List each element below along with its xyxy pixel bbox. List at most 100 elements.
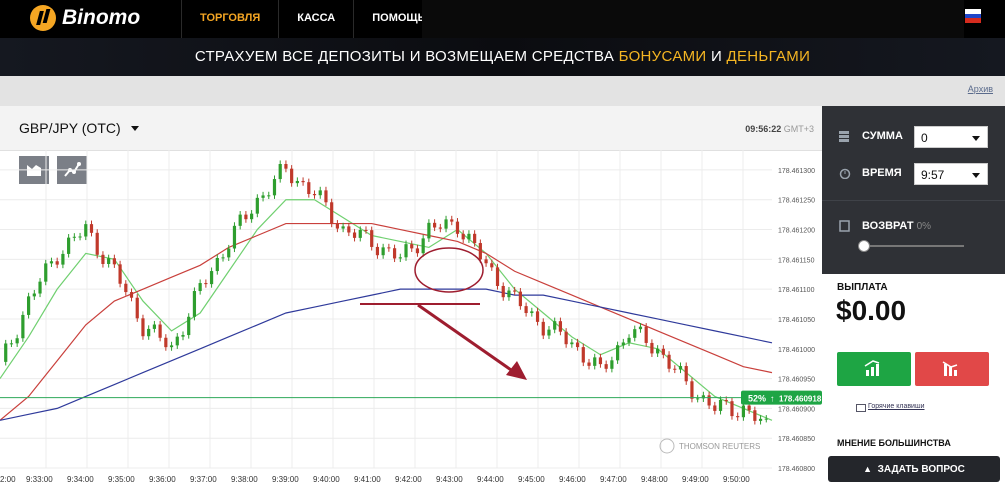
candle-body: [129, 292, 134, 298]
archive-link[interactable]: Архив: [967, 84, 993, 94]
y-tick-label: 178.460850: [778, 436, 815, 443]
candle-body: [209, 271, 214, 285]
time-label: ВРЕМЯ: [862, 167, 902, 179]
chevron-down-icon[interactable]: [131, 126, 139, 131]
chart-area: GBP/JPY (OTC) 09:56:22 GMT+3 178.461300 1…: [0, 106, 822, 494]
candle-body: [67, 237, 71, 254]
candle-body: [78, 236, 82, 238]
area-chart-icon: [27, 165, 41, 176]
chevron-up-icon: ▲: [863, 464, 873, 474]
ask-question-button[interactable]: ▲ ЗАДАТЬ ВОПРОС: [828, 456, 1000, 482]
language-flag-icon[interactable]: [965, 9, 981, 23]
price-chart[interactable]: 178.461300 178.461250 178.461200 178.461150…: [0, 150, 822, 494]
candle-body: [547, 329, 551, 336]
candle-body: [638, 326, 643, 330]
x-tick-label: 9:37:00: [190, 475, 217, 484]
x-tick-label: 9:38:00: [231, 475, 258, 484]
candle-body: [673, 368, 677, 370]
candle-body: [736, 416, 740, 418]
candle-body: [490, 263, 494, 268]
candle-body: [250, 213, 254, 220]
time-select[interactable]: 9:57: [914, 163, 988, 185]
candle-body: [4, 343, 8, 362]
candle-body: [375, 246, 380, 256]
candle-body: [684, 366, 688, 382]
annotation-circle: [414, 247, 484, 293]
candle-body: [764, 418, 768, 420]
candle-body: [598, 357, 603, 365]
candle-body: [433, 222, 437, 228]
candle-body: [9, 343, 14, 345]
trend-down-icon: [942, 361, 958, 376]
candle-body: [198, 283, 202, 292]
logo[interactable]: Binomo: [30, 5, 140, 31]
candle-body: [84, 224, 88, 237]
candle-body: [427, 222, 431, 239]
nav-item-cashier[interactable]: КАССА: [278, 0, 353, 38]
candle-body: [26, 296, 31, 315]
nav-item-trading[interactable]: ТОРГОВЛЯ: [181, 0, 278, 38]
trend-up-icon: [864, 360, 880, 376]
x-tick-label: 9:48:00: [641, 475, 668, 484]
candle-body: [701, 395, 705, 399]
logo-icon: [30, 5, 56, 31]
reuters-logo-icon: [659, 438, 675, 454]
candle-body: [541, 321, 545, 336]
candle-body: [656, 348, 660, 354]
payout-label: ВЫПЛАТА: [837, 282, 888, 293]
candle-body: [278, 164, 282, 180]
candle-body: [621, 342, 625, 346]
candle-body: [312, 194, 317, 196]
candle-body: [398, 257, 402, 259]
candle-body: [387, 247, 391, 249]
hotkeys-link[interactable]: Горячие клавиши: [868, 403, 925, 410]
call-up-button[interactable]: [837, 352, 911, 386]
candle-body: [107, 258, 111, 264]
candle-body: [604, 364, 608, 369]
candle-body: [295, 180, 299, 184]
candle-body: [72, 236, 76, 238]
candle-body: [587, 362, 591, 366]
moving-average-line-fast-ma: [0, 199, 773, 421]
candle-body: [558, 321, 563, 332]
y-tick-label: 178.461200: [778, 228, 815, 235]
candle-body: [535, 311, 540, 322]
candle-body: [204, 283, 208, 285]
candle-body: [55, 261, 59, 265]
majority-opinion-label: МНЕНИЕ БОЛЬШИНСТВА: [837, 438, 951, 448]
candle-body: [187, 316, 191, 336]
main-nav: ТОРГОВЛЯ КАССА ПОМОЩЬ: [181, 0, 445, 38]
x-tick-label: 9:47:00: [600, 475, 627, 484]
candle-body: [461, 233, 465, 240]
candle-body: [141, 318, 145, 337]
y-tick-label: 178.461100: [778, 287, 815, 294]
candle-body: [718, 399, 723, 411]
asset-selector[interactable]: GBP/JPY (OTC): [19, 120, 121, 136]
candle-body: [524, 306, 528, 314]
candle-body: [570, 342, 574, 345]
candle-body: [152, 324, 156, 329]
refund-slider-handle[interactable]: [858, 240, 870, 252]
candle-body: [284, 164, 288, 169]
y-tick-label: 178.461000: [778, 347, 815, 354]
put-down-button[interactable]: [915, 352, 989, 386]
candle-body: [124, 283, 128, 293]
candle-body: [158, 324, 162, 338]
candle-body: [501, 285, 505, 298]
amount-select[interactable]: 0: [914, 126, 988, 148]
server-time: 09:56:22 GMT+3: [745, 124, 814, 134]
candle-body: [438, 227, 442, 229]
x-tick-label: 9:46:00: [559, 475, 586, 484]
nav-filler: [422, 0, 964, 38]
candle-body: [364, 229, 368, 231]
candle-body: [169, 345, 174, 348]
candle-body: [707, 395, 711, 406]
x-tick-label: 9:50:00: [723, 475, 750, 484]
candle-body: [564, 331, 568, 345]
promo-banner[interactable]: СТРАХУЕМ ВСЕ ДЕПОЗИТЫ И ВОЗМЕЩАЕМ СРЕДСТ…: [0, 38, 1005, 76]
candle-body: [112, 258, 116, 265]
candle-body: [690, 381, 694, 399]
candle-body: [507, 290, 511, 298]
refund-slider-track[interactable]: [864, 245, 964, 247]
candle-body: [175, 336, 179, 346]
